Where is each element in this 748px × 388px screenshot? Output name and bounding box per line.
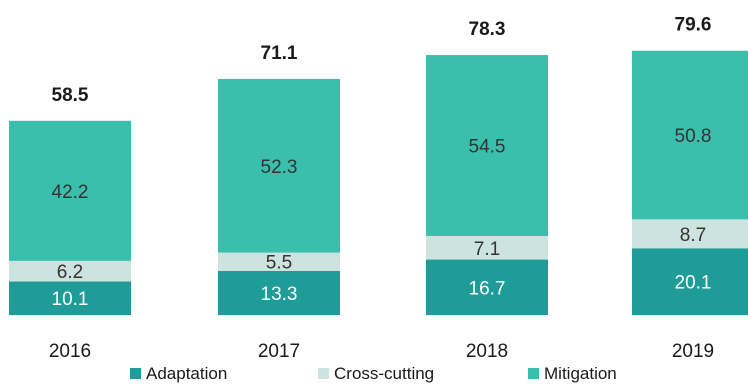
data-label-mitigation-2017: 52.3 xyxy=(261,157,298,178)
total-label-2018: 78.3 xyxy=(469,19,506,40)
data-label-adaptation-2016: 10.1 xyxy=(52,289,89,310)
bar-cross-cutting-2016 xyxy=(9,260,131,282)
x-tick-label-2017: 2017 xyxy=(258,341,300,362)
x-tick-label-2016: 2016 xyxy=(49,341,91,362)
data-label-mitigation-2018: 54.5 xyxy=(469,137,506,158)
data-label-cross-cutting-2019: 8.7 xyxy=(680,225,706,246)
bar-cross-cutting-2018 xyxy=(426,235,548,260)
bar-cross-cutting-2017 xyxy=(218,252,340,271)
data-label-adaptation-2017: 13.3 xyxy=(261,284,298,305)
legend-swatch-adaptation xyxy=(130,368,141,379)
bar-adaptation-2018 xyxy=(426,259,548,315)
bar-adaptation-2019 xyxy=(632,248,748,315)
legend-label-mitigation: Mitigation xyxy=(544,364,617,383)
legend-label-cross-cutting: Cross-cutting xyxy=(334,364,434,383)
data-label-adaptation-2018: 16.7 xyxy=(469,278,506,299)
total-label-2017: 71.1 xyxy=(261,43,298,64)
data-label-cross-cutting-2016: 6.2 xyxy=(57,262,83,283)
data-label-mitigation-2016: 42.2 xyxy=(52,182,89,203)
x-tick-label-2019: 2019 xyxy=(672,341,714,362)
legend-label-adaptation: Adaptation xyxy=(146,364,227,383)
total-label-2019: 79.6 xyxy=(675,15,712,36)
bar-mitigation-2016 xyxy=(9,120,131,261)
bar-cross-cutting-2019 xyxy=(632,219,748,249)
bar-mitigation-2017 xyxy=(218,78,340,253)
data-label-mitigation-2019: 50.8 xyxy=(675,126,712,147)
bar-mitigation-2019 xyxy=(632,50,748,220)
bar-adaptation-2016 xyxy=(9,281,131,315)
legend-swatch-mitigation xyxy=(528,368,539,379)
bar-mitigation-2018 xyxy=(426,55,548,236)
data-label-adaptation-2019: 20.1 xyxy=(675,273,712,294)
data-label-cross-cutting-2018: 7.1 xyxy=(474,239,500,260)
total-label-2016: 58.5 xyxy=(52,85,89,106)
bar-adaptation-2017 xyxy=(218,270,340,315)
x-tick-label-2018: 2018 xyxy=(466,341,508,362)
data-label-cross-cutting-2017: 5.5 xyxy=(266,253,292,274)
legend-swatch-cross-cutting xyxy=(318,368,329,379)
